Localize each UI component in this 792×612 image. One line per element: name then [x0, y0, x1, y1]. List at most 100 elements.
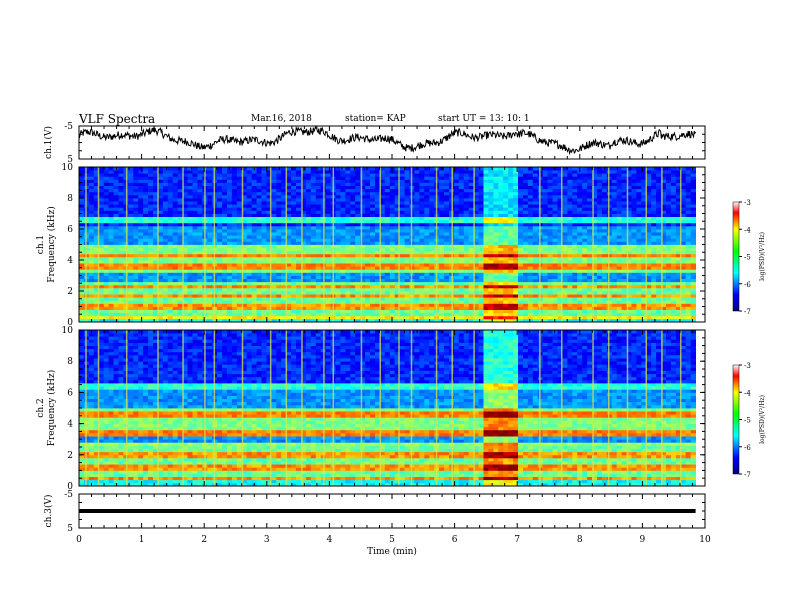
spectrogram-cell [291, 173, 297, 177]
spectrogram-cell [113, 272, 119, 276]
spectrogram-cell [187, 275, 193, 279]
spectrogram-cell [453, 185, 460, 190]
spectrogram-cell [394, 297, 400, 301]
spectrogram-cell [276, 201, 282, 205]
spectrogram-cell [276, 179, 282, 183]
spectrogram-cell [222, 256, 228, 261]
spectrogram-cell [370, 188, 376, 193]
spectrogram-cell [360, 275, 366, 279]
spectrogram-cell [468, 250, 474, 255]
spectrogram-cell [439, 281, 445, 286]
spectrogram-cell [286, 291, 292, 295]
spectrogram-cell [523, 179, 529, 183]
spectrogram-cell [399, 222, 405, 227]
spectrogram-cell [93, 207, 100, 211]
spectrogram-cell [404, 284, 410, 289]
spectrogram-cell [547, 244, 553, 248]
spectrogram-cell [404, 256, 410, 261]
spectrogram-cell [315, 297, 322, 301]
spectrogram-cell [79, 210, 85, 214]
spectrogram-cell [360, 235, 366, 239]
spectrogram-cell [256, 275, 262, 279]
spectrogram-cell [118, 244, 124, 248]
spectrogram-cell [498, 201, 504, 205]
spectrogram-cell [335, 263, 341, 267]
spectrogram-cell [419, 309, 425, 314]
spectrogram-cell [217, 306, 223, 310]
spectrogram-cell [98, 173, 104, 177]
spectrogram-cell [547, 194, 553, 199]
spectrogram-cell [182, 222, 188, 227]
spectrogram-cell [315, 278, 322, 283]
spectrogram-cell [153, 281, 159, 286]
spectrogram-cell [345, 194, 351, 199]
spectrogram-cell [444, 179, 450, 183]
spectrogram-cell [266, 173, 272, 177]
spectrogram-cell [128, 232, 134, 236]
spectrogram-cell [172, 241, 178, 245]
spectrogram-cell [453, 275, 460, 279]
spectrogram-cell [370, 244, 376, 248]
spectrogram-cell [276, 225, 282, 230]
spectrogram-cell [103, 241, 109, 245]
spectrogram-cell [444, 303, 450, 307]
spectrogram-cell [518, 309, 524, 314]
spectrogram-cell [301, 182, 307, 186]
spectrogram-cell [473, 191, 479, 196]
spectrogram-cell [424, 266, 430, 270]
spectrogram-cell [182, 278, 188, 283]
spectrogram-cell [246, 297, 252, 301]
spectrogram-cell [167, 222, 174, 227]
spectrogram-cell [271, 179, 277, 183]
spectrogram-cell [118, 275, 124, 279]
spectrogram-cell [310, 232, 317, 236]
spectrogram-cell [251, 269, 257, 273]
spectrogram-cell [379, 247, 386, 252]
spectrogram-cell [350, 185, 356, 190]
spectrogram-cell [162, 185, 169, 190]
spectrogram-cell [468, 266, 474, 270]
spectrogram-cell [167, 300, 174, 304]
spectrogram-cell [478, 170, 484, 174]
spectrogram-cell [79, 191, 85, 196]
spectrogram-cell [404, 213, 410, 217]
spectrogram-cell [310, 198, 317, 202]
spectrogram-cell [236, 201, 243, 205]
spectrogram-cell [340, 219, 346, 224]
spectrogram-cell [241, 287, 248, 292]
spectrogram-cell [281, 291, 287, 295]
spectrogram-cell [207, 300, 213, 304]
spectrogram-cell [207, 275, 213, 279]
spectrogram-cell [458, 287, 465, 292]
spectrogram-cell [301, 291, 307, 295]
spectrogram-cell [128, 303, 134, 307]
spectrogram-cell [192, 247, 198, 252]
spectrogram-cell [138, 250, 144, 255]
spectrogram-cell [414, 294, 420, 298]
spectrogram-cell [463, 278, 470, 283]
spectrogram-cell [503, 263, 509, 267]
spectrogram-cell [527, 263, 534, 267]
spectrogram-cell [360, 191, 366, 196]
spectrogram-cell [276, 244, 282, 248]
spectrogram-cell [167, 303, 174, 307]
spectrogram-cell [350, 287, 356, 292]
spectrogram-cell [508, 229, 514, 233]
spectrogram-cell [444, 297, 450, 301]
spectrogram-cell [379, 216, 386, 221]
spectrogram-cell [365, 219, 371, 224]
spectrogram-cell [360, 312, 366, 317]
spectrogram-cell [79, 207, 85, 211]
spectrogram-cell [162, 287, 169, 292]
spectrogram-cell [335, 198, 341, 202]
spectrogram-cell [419, 281, 425, 286]
spectrogram-cell [305, 247, 312, 252]
spectrogram-cell [429, 287, 435, 292]
spectrogram-cell [103, 238, 109, 242]
spectrogram-cell [439, 182, 445, 186]
spectrogram-cell [301, 225, 307, 230]
spectrogram-cell [79, 315, 85, 320]
spectrogram-cell [394, 235, 400, 239]
spectrogram-cell [251, 275, 257, 279]
spectrogram-cell [493, 185, 499, 190]
